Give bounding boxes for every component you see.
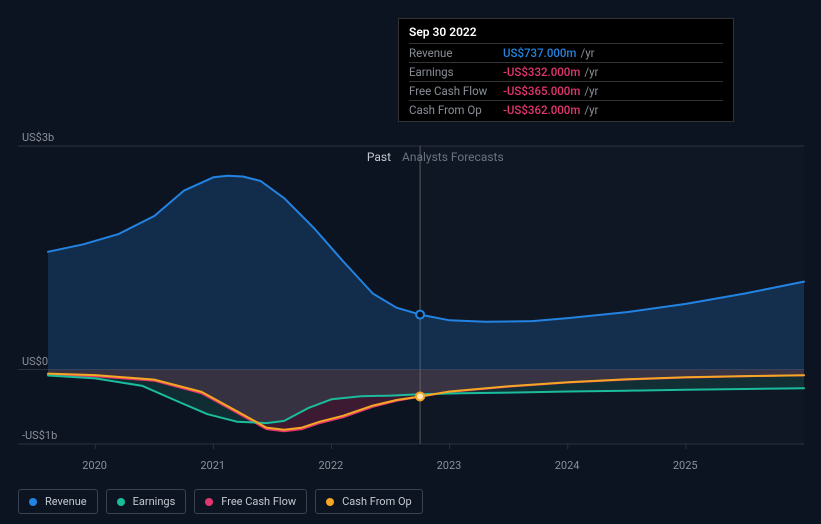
tooltip-metric-value: -US$362.000m (503, 103, 580, 117)
tooltip-metric-label: Cash From Op (409, 103, 503, 117)
x-axis-label: 2023 (437, 459, 462, 472)
legend-dot-icon (29, 498, 37, 506)
legend-label: Earnings (133, 495, 176, 508)
tooltip-row: Earnings-US$332.000m/yr (409, 62, 723, 81)
legend-dot-icon (205, 498, 213, 506)
tooltip-metric-value: -US$332.000m (503, 65, 580, 79)
x-axis-label: 2020 (82, 459, 107, 472)
tooltip-metric-value: US$737.000m (503, 46, 576, 60)
tooltip-metric-suffix: /yr (584, 65, 598, 79)
legend-item-earnings[interactable]: Earnings (106, 489, 187, 514)
x-axis-label: 2022 (319, 459, 344, 472)
y-axis-label: -US$1b (22, 429, 57, 442)
legend-item-cfo[interactable]: Cash From Op (315, 489, 423, 514)
legend-item-fcf[interactable]: Free Cash Flow (194, 489, 307, 514)
tooltip-metric-label: Free Cash Flow (409, 84, 503, 98)
tooltip-row: Free Cash Flow-US$365.000m/yr (409, 81, 723, 100)
tooltip-metric-suffix: /yr (584, 84, 598, 98)
legend-label: Revenue (45, 495, 87, 508)
tooltip-row: Cash From Op-US$362.000m/yr (409, 100, 723, 119)
tooltip-metric-label: Earnings (409, 65, 503, 79)
tooltip-metric-label: Revenue (409, 46, 503, 60)
tooltip-metric-value: -US$365.000m (503, 84, 580, 98)
legend-label: Free Cash Flow (221, 495, 296, 508)
forecast-label: Analysts Forecasts (402, 150, 504, 164)
tooltip-date: Sep 30 2022 (409, 25, 723, 43)
x-axis-label: 2024 (555, 459, 580, 472)
legend-label: Cash From Op (342, 495, 412, 508)
chart-tooltip: Sep 30 2022 RevenueUS$737.000m/yrEarning… (398, 18, 734, 122)
y-axis-label: US$0 (22, 355, 48, 368)
tooltip-row: RevenueUS$737.000m/yr (409, 43, 723, 62)
past-label: Past (367, 150, 391, 164)
legend-dot-icon (117, 498, 125, 506)
legend-item-revenue[interactable]: Revenue (18, 489, 98, 514)
chart-legend: Revenue Earnings Free Cash Flow Cash From O… (18, 489, 423, 514)
x-axis-label: 2025 (673, 459, 698, 472)
tooltip-metric-suffix: /yr (584, 103, 598, 117)
x-axis-label: 2021 (200, 459, 225, 472)
financial-forecast-chart: Past Analysts Forecasts Sep 30 2022 Reve… (0, 0, 821, 524)
tooltip-metric-suffix: /yr (580, 46, 594, 60)
y-axis-label: US$3b (22, 131, 54, 144)
legend-dot-icon (326, 498, 334, 506)
